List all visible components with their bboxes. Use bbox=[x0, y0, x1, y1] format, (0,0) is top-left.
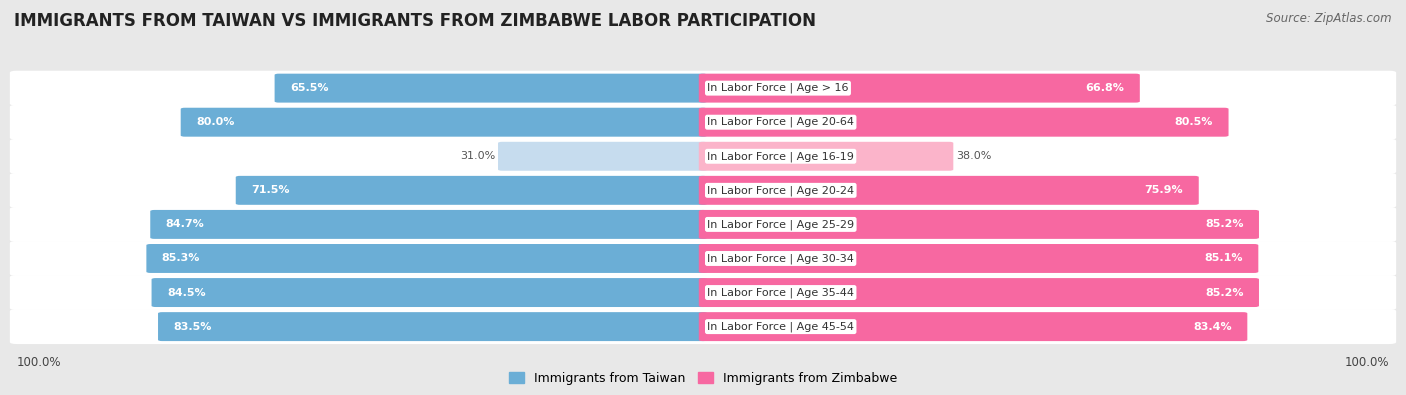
Text: 75.9%: 75.9% bbox=[1144, 185, 1184, 196]
Text: In Labor Force | Age 30-34: In Labor Force | Age 30-34 bbox=[707, 253, 853, 264]
Text: 80.0%: 80.0% bbox=[197, 117, 235, 127]
Text: 85.3%: 85.3% bbox=[162, 254, 200, 263]
Text: 84.5%: 84.5% bbox=[167, 288, 205, 297]
Text: 71.5%: 71.5% bbox=[252, 185, 290, 196]
Text: IMMIGRANTS FROM TAIWAN VS IMMIGRANTS FROM ZIMBABWE LABOR PARTICIPATION: IMMIGRANTS FROM TAIWAN VS IMMIGRANTS FRO… bbox=[14, 12, 815, 30]
Text: 85.2%: 85.2% bbox=[1205, 288, 1243, 297]
Text: 85.2%: 85.2% bbox=[1205, 219, 1243, 229]
Text: 38.0%: 38.0% bbox=[956, 151, 991, 161]
Text: In Labor Force | Age 20-64: In Labor Force | Age 20-64 bbox=[707, 117, 855, 128]
Text: In Labor Force | Age 25-29: In Labor Force | Age 25-29 bbox=[707, 219, 855, 229]
Text: 100.0%: 100.0% bbox=[1344, 356, 1389, 369]
Text: 100.0%: 100.0% bbox=[17, 356, 62, 369]
Legend: Immigrants from Taiwan, Immigrants from Zimbabwe: Immigrants from Taiwan, Immigrants from … bbox=[509, 372, 897, 385]
Text: In Labor Force | Age > 16: In Labor Force | Age > 16 bbox=[707, 83, 849, 93]
Text: In Labor Force | Age 45-54: In Labor Force | Age 45-54 bbox=[707, 322, 855, 332]
Text: 66.8%: 66.8% bbox=[1085, 83, 1125, 93]
Text: Source: ZipAtlas.com: Source: ZipAtlas.com bbox=[1267, 12, 1392, 25]
Text: 85.1%: 85.1% bbox=[1205, 254, 1243, 263]
Text: 65.5%: 65.5% bbox=[290, 83, 329, 93]
Text: 83.4%: 83.4% bbox=[1194, 322, 1232, 332]
Text: In Labor Force | Age 20-24: In Labor Force | Age 20-24 bbox=[707, 185, 855, 196]
Text: 80.5%: 80.5% bbox=[1174, 117, 1213, 127]
Text: 31.0%: 31.0% bbox=[460, 151, 495, 161]
Text: 84.7%: 84.7% bbox=[166, 219, 204, 229]
Text: In Labor Force | Age 16-19: In Labor Force | Age 16-19 bbox=[707, 151, 853, 162]
Text: 83.5%: 83.5% bbox=[173, 322, 212, 332]
Text: In Labor Force | Age 35-44: In Labor Force | Age 35-44 bbox=[707, 287, 855, 298]
